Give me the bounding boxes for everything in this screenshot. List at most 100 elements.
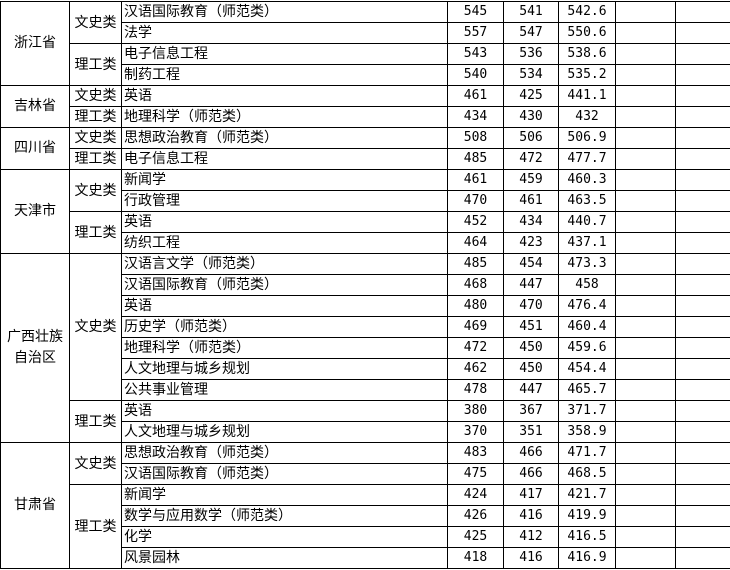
table-row: 地理科学（师范类） 472 450 459.6: [1, 337, 730, 359]
major-cell: 数学与应用数学（师范类）: [121, 505, 448, 527]
table-row: 人文地理与城乡规划 370 351 358.9: [1, 421, 730, 443]
avg-score-cell: 421.7: [558, 484, 616, 506]
max-score-cell: 452: [447, 211, 504, 233]
avg-score-cell: 463.5: [558, 190, 616, 212]
avg-score-cell: 419.9: [558, 505, 616, 527]
empty-cell: [675, 442, 730, 464]
major-cell: 纺织工程: [121, 232, 448, 254]
max-score-cell: 485: [447, 253, 504, 275]
empty-cell: [615, 337, 676, 359]
avg-score-cell: 506.9: [558, 127, 616, 149]
avg-score-cell: 550.6: [558, 22, 616, 44]
empty-cell: [675, 43, 730, 65]
avg-score-cell: 416.9: [558, 547, 616, 569]
min-score-cell: 466: [503, 463, 559, 485]
avg-score-cell: 358.9: [558, 421, 616, 443]
avg-score-cell: 432: [558, 106, 616, 128]
empty-cell: [615, 190, 676, 212]
min-score-cell: 547: [503, 22, 559, 44]
min-score-cell: 434: [503, 211, 559, 233]
max-score-cell: 508: [447, 127, 504, 149]
avg-score-cell: 460.4: [558, 316, 616, 338]
table-row: 数学与应用数学（师范类） 426 416 419.9: [1, 505, 730, 527]
empty-cell: [675, 1, 730, 23]
min-score-cell: 461: [503, 190, 559, 212]
empty-cell: [675, 232, 730, 254]
major-cell: 英语: [121, 85, 448, 107]
major-cell: 行政管理: [121, 190, 448, 212]
avg-score-cell: 416.5: [558, 526, 616, 548]
min-score-cell: 412: [503, 526, 559, 548]
major-cell: 汉语国际教育（师范类）: [121, 1, 448, 23]
table-row: 理工类 电子信息工程 543 536 538.6: [1, 43, 730, 86]
category-cell: 文史类: [69, 169, 122, 212]
empty-cell: [675, 547, 730, 569]
table-row: 理工类 电子信息工程 485 472 477.7: [1, 148, 730, 170]
min-score-cell: 459: [503, 169, 559, 191]
min-score-cell: 454: [503, 253, 559, 275]
major-cell: 新闻学: [121, 169, 448, 191]
major-cell: 制药工程: [121, 64, 448, 86]
max-score-cell: 478: [447, 379, 504, 401]
table-row: 吉林省 文史类 英语 461 425 441.1: [0, 85, 730, 128]
max-score-cell: 462: [447, 358, 504, 380]
province-cell: 吉林省: [0, 85, 70, 128]
category-cell: 理工类: [69, 211, 122, 254]
category-cell: 理工类: [69, 106, 122, 128]
min-score-cell: 425: [503, 85, 559, 107]
empty-cell: [675, 22, 730, 44]
table-row: 理工类 英语 452 434 440.7: [1, 211, 730, 254]
avg-score-cell: 542.6: [558, 1, 616, 23]
empty-cell: [675, 505, 730, 527]
empty-cell: [675, 379, 730, 401]
empty-cell: [615, 484, 676, 506]
empty-cell: [675, 400, 730, 422]
category-cell: 文史类: [69, 442, 122, 485]
min-score-cell: 472: [503, 148, 559, 170]
major-cell: 地理科学（师范类）: [121, 337, 448, 359]
avg-score-cell: 465.7: [558, 379, 616, 401]
empty-cell: [615, 400, 676, 422]
major-cell: 思想政治教育（师范类）: [121, 442, 448, 464]
province-cell: 四川省: [0, 127, 70, 170]
major-cell: 新闻学: [121, 484, 448, 506]
avg-score-cell: 437.1: [558, 232, 616, 254]
avg-score-cell: 458: [558, 274, 616, 296]
empty-cell: [615, 85, 676, 107]
max-score-cell: 370: [447, 421, 504, 443]
major-cell: 公共事业管理: [121, 379, 448, 401]
table-row: 理工类 英语 380 367 371.7: [1, 400, 730, 443]
empty-cell: [615, 547, 676, 569]
category-cell: 理工类: [69, 400, 122, 443]
empty-cell: [675, 64, 730, 86]
min-score-cell: 506: [503, 127, 559, 149]
empty-cell: [675, 463, 730, 485]
max-score-cell: 557: [447, 22, 504, 44]
empty-cell: [615, 169, 676, 191]
category-cell: 文史类: [69, 85, 122, 107]
empty-cell: [615, 64, 676, 86]
avg-score-cell: 371.7: [558, 400, 616, 422]
min-score-cell: 416: [503, 505, 559, 527]
major-cell: 电子信息工程: [121, 43, 448, 65]
empty-cell: [615, 463, 676, 485]
category-cell: 文史类: [69, 127, 122, 149]
empty-cell: [675, 190, 730, 212]
empty-cell: [675, 253, 730, 275]
min-score-cell: 536: [503, 43, 559, 65]
major-cell: 人文地理与城乡规划: [121, 358, 448, 380]
min-score-cell: 351: [503, 421, 559, 443]
empty-cell: [675, 148, 730, 170]
province-cell: 天津市: [0, 169, 70, 254]
table-row: 天津市 文史类 新闻学 461 459 460.3: [0, 169, 730, 254]
max-score-cell: 424: [447, 484, 504, 506]
major-cell: 汉语国际教育（师范类）: [121, 463, 448, 485]
max-score-cell: 480: [447, 295, 504, 317]
major-cell: 人文地理与城乡规划: [121, 421, 448, 443]
table-row: 制药工程 540 534 535.2: [1, 64, 730, 86]
empty-cell: [615, 253, 676, 275]
empty-cell: [615, 526, 676, 548]
max-score-cell: 470: [447, 190, 504, 212]
avg-score-cell: 460.3: [558, 169, 616, 191]
category-cell: 文史类: [69, 1, 122, 44]
